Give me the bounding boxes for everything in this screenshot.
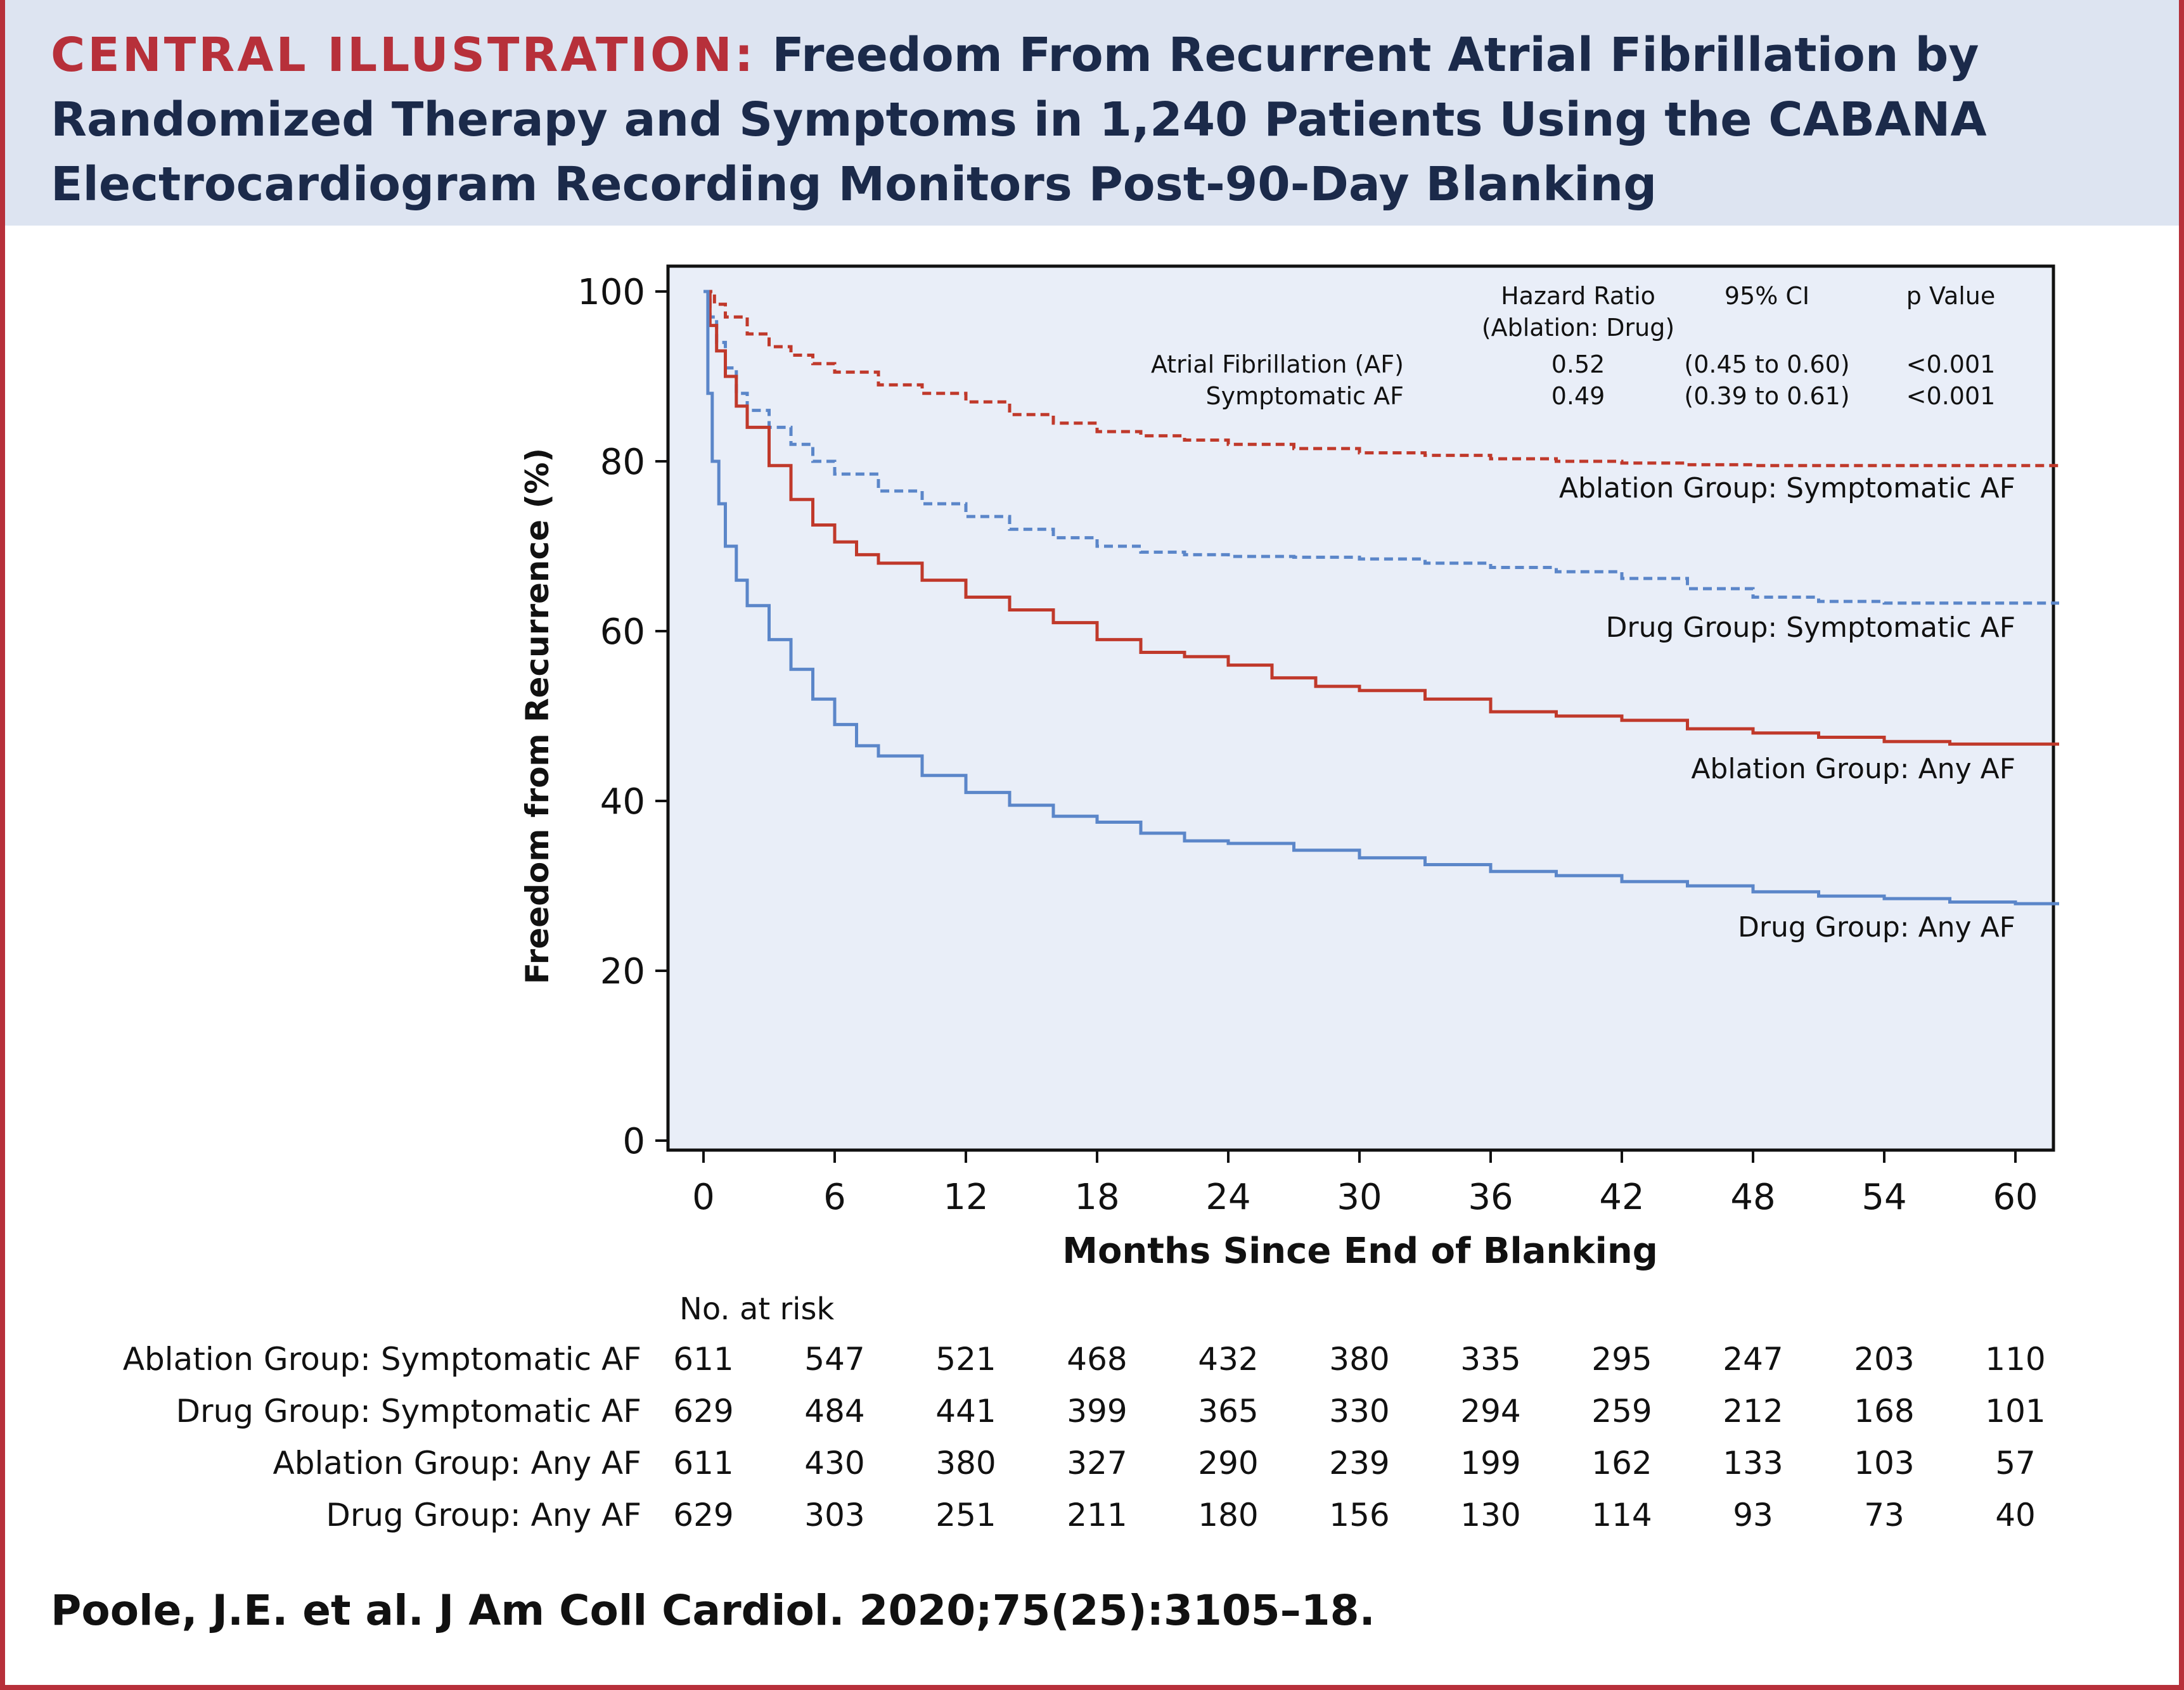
risk-value: 330 bbox=[1329, 1393, 1389, 1430]
risk-value: 203 bbox=[1854, 1341, 1914, 1378]
y-tick-label: 20 bbox=[600, 951, 645, 992]
risk-value: 199 bbox=[1460, 1445, 1520, 1482]
hr-row-hr: 0.52 bbox=[1551, 350, 1605, 378]
y-tick-label: 60 bbox=[600, 611, 645, 653]
risk-row-label: Ablation Group: Symptomatic AF bbox=[123, 1341, 641, 1378]
risk-value: 521 bbox=[935, 1341, 996, 1378]
hr-row-hr: 0.49 bbox=[1551, 382, 1605, 410]
x-tick-label: 12 bbox=[943, 1177, 988, 1218]
risk-value: 629 bbox=[673, 1393, 733, 1430]
y-axis: 0 20 40 60 80 100 bbox=[577, 272, 668, 1162]
risk-value: 484 bbox=[804, 1393, 864, 1430]
risk-value: 611 bbox=[673, 1445, 733, 1482]
hr-header-p-value: p Value bbox=[1906, 282, 1996, 310]
risk-row-label: Drug Group: Symptomatic AF bbox=[176, 1393, 642, 1430]
x-tick-label: 48 bbox=[1730, 1177, 1775, 1218]
risk-value: 441 bbox=[935, 1393, 996, 1430]
risk-value: 103 bbox=[1854, 1445, 1914, 1482]
hazard-ratio-table: Hazard Ratio (Ablation: Drug) 95% CI p V… bbox=[1151, 282, 1995, 410]
y-tick-label: 0 bbox=[622, 1121, 645, 1162]
y-tick-label: 100 bbox=[577, 272, 645, 313]
x-tick-label: 42 bbox=[1599, 1177, 1644, 1218]
risk-value: 611 bbox=[673, 1341, 733, 1378]
risk-table: Ablation Group: Symptomatic AF 611 547 521 4… bbox=[123, 1341, 2046, 1533]
risk-value: 40 bbox=[1995, 1497, 2036, 1533]
curve-label: Ablation Group: Any AF bbox=[1691, 753, 2015, 785]
risk-value: 133 bbox=[1723, 1445, 1783, 1482]
curve-label: Drug Group: Any AF bbox=[1738, 911, 2015, 944]
risk-value: 93 bbox=[1733, 1497, 1773, 1533]
curve-label: Ablation Group: Symptomatic AF bbox=[1559, 472, 2015, 504]
risk-row-label: Ablation Group: Any AF bbox=[273, 1445, 641, 1482]
risk-value: 380 bbox=[1329, 1341, 1389, 1378]
risk-value: 629 bbox=[673, 1497, 733, 1533]
risk-value: 239 bbox=[1329, 1445, 1389, 1482]
risk-value: 327 bbox=[1067, 1445, 1127, 1482]
hr-row-label: Atrial Fibrillation (AF) bbox=[1151, 350, 1404, 378]
risk-value: 430 bbox=[804, 1445, 864, 1482]
risk-value: 180 bbox=[1198, 1497, 1258, 1533]
risk-value: 73 bbox=[1864, 1497, 1905, 1533]
risk-value: 211 bbox=[1067, 1497, 1127, 1533]
risk-value: 247 bbox=[1723, 1341, 1783, 1378]
citation: Poole, J.E. et al. J Am Coll Cardiol. 20… bbox=[51, 1586, 1375, 1635]
x-axis-title: Months Since End of Blanking bbox=[1062, 1231, 1658, 1272]
x-tick-label: 0 bbox=[692, 1177, 715, 1218]
hr-header-ci: 95% CI bbox=[1725, 282, 1809, 310]
hr-header-ablation-drug: (Ablation: Drug) bbox=[1482, 314, 1674, 342]
x-tick-label: 6 bbox=[823, 1177, 846, 1218]
x-tick-label: 18 bbox=[1074, 1177, 1119, 1218]
x-tick-label: 54 bbox=[1861, 1177, 1906, 1218]
risk-value: 335 bbox=[1460, 1341, 1520, 1378]
risk-value: 168 bbox=[1854, 1393, 1914, 1430]
risk-value: 130 bbox=[1460, 1497, 1520, 1533]
risk-value: 294 bbox=[1460, 1393, 1520, 1430]
y-tick-label: 40 bbox=[600, 781, 645, 823]
hr-row-label: Symptomatic AF bbox=[1206, 382, 1404, 410]
risk-value: 162 bbox=[1591, 1445, 1652, 1482]
risk-value: 547 bbox=[804, 1341, 864, 1378]
risk-value: 251 bbox=[935, 1497, 996, 1533]
risk-value: 212 bbox=[1723, 1393, 1783, 1430]
risk-value: 399 bbox=[1067, 1393, 1127, 1430]
header-label: CENTRAL ILLUSTRATION: bbox=[51, 28, 756, 82]
series-line bbox=[703, 290, 2059, 746]
risk-row-label: Drug Group: Any AF bbox=[326, 1497, 641, 1533]
x-tick-label: 30 bbox=[1337, 1177, 1382, 1218]
series-line bbox=[703, 290, 2059, 906]
risk-value: 380 bbox=[935, 1445, 996, 1482]
hr-header-hazard-ratio: Hazard Ratio bbox=[1501, 282, 1655, 310]
x-axis: 0 6 12 18 24 30 36 42 48 54 60 bbox=[692, 1150, 2038, 1218]
risk-value: 290 bbox=[1198, 1445, 1258, 1482]
header-banner bbox=[5, 0, 2179, 226]
hr-row-p: <0.001 bbox=[1906, 350, 1996, 378]
y-axis-title: Freedom from Recurrence (%) bbox=[519, 448, 556, 985]
x-tick-label: 24 bbox=[1205, 1177, 1250, 1218]
risk-value: 365 bbox=[1198, 1393, 1258, 1430]
hr-row-ci: (0.39 to 0.61) bbox=[1684, 382, 1849, 410]
series-group bbox=[703, 290, 2059, 906]
curve-label: Drug Group: Symptomatic AF bbox=[1606, 611, 2015, 644]
risk-value: 295 bbox=[1591, 1341, 1652, 1378]
risk-table-title: No. at risk bbox=[679, 1291, 835, 1327]
risk-value: 110 bbox=[1985, 1341, 2045, 1378]
risk-value: 114 bbox=[1591, 1497, 1652, 1533]
hr-row-ci: (0.45 to 0.60) bbox=[1684, 350, 1849, 378]
risk-value: 432 bbox=[1198, 1341, 1258, 1378]
risk-value: 57 bbox=[1995, 1445, 2036, 1482]
header-title: Freedom From Recurrent Atrial Fibrillati… bbox=[51, 28, 1987, 212]
risk-value: 101 bbox=[1985, 1393, 2045, 1430]
y-tick-label: 80 bbox=[600, 442, 645, 483]
x-tick-label: 36 bbox=[1468, 1177, 1513, 1218]
risk-value: 156 bbox=[1329, 1497, 1389, 1533]
curve-labels: Ablation Group: Symptomatic AF Drug Grou… bbox=[1559, 472, 2015, 944]
x-tick-label: 60 bbox=[1993, 1177, 2038, 1218]
plot-background bbox=[666, 264, 2055, 1152]
risk-value: 303 bbox=[804, 1497, 864, 1533]
hr-row-p: <0.001 bbox=[1906, 382, 1996, 410]
risk-value: 259 bbox=[1591, 1393, 1652, 1430]
figure-title: CENTRAL ILLUSTRATION: Freedom From Recur… bbox=[51, 23, 2142, 217]
risk-value: 468 bbox=[1067, 1341, 1127, 1378]
